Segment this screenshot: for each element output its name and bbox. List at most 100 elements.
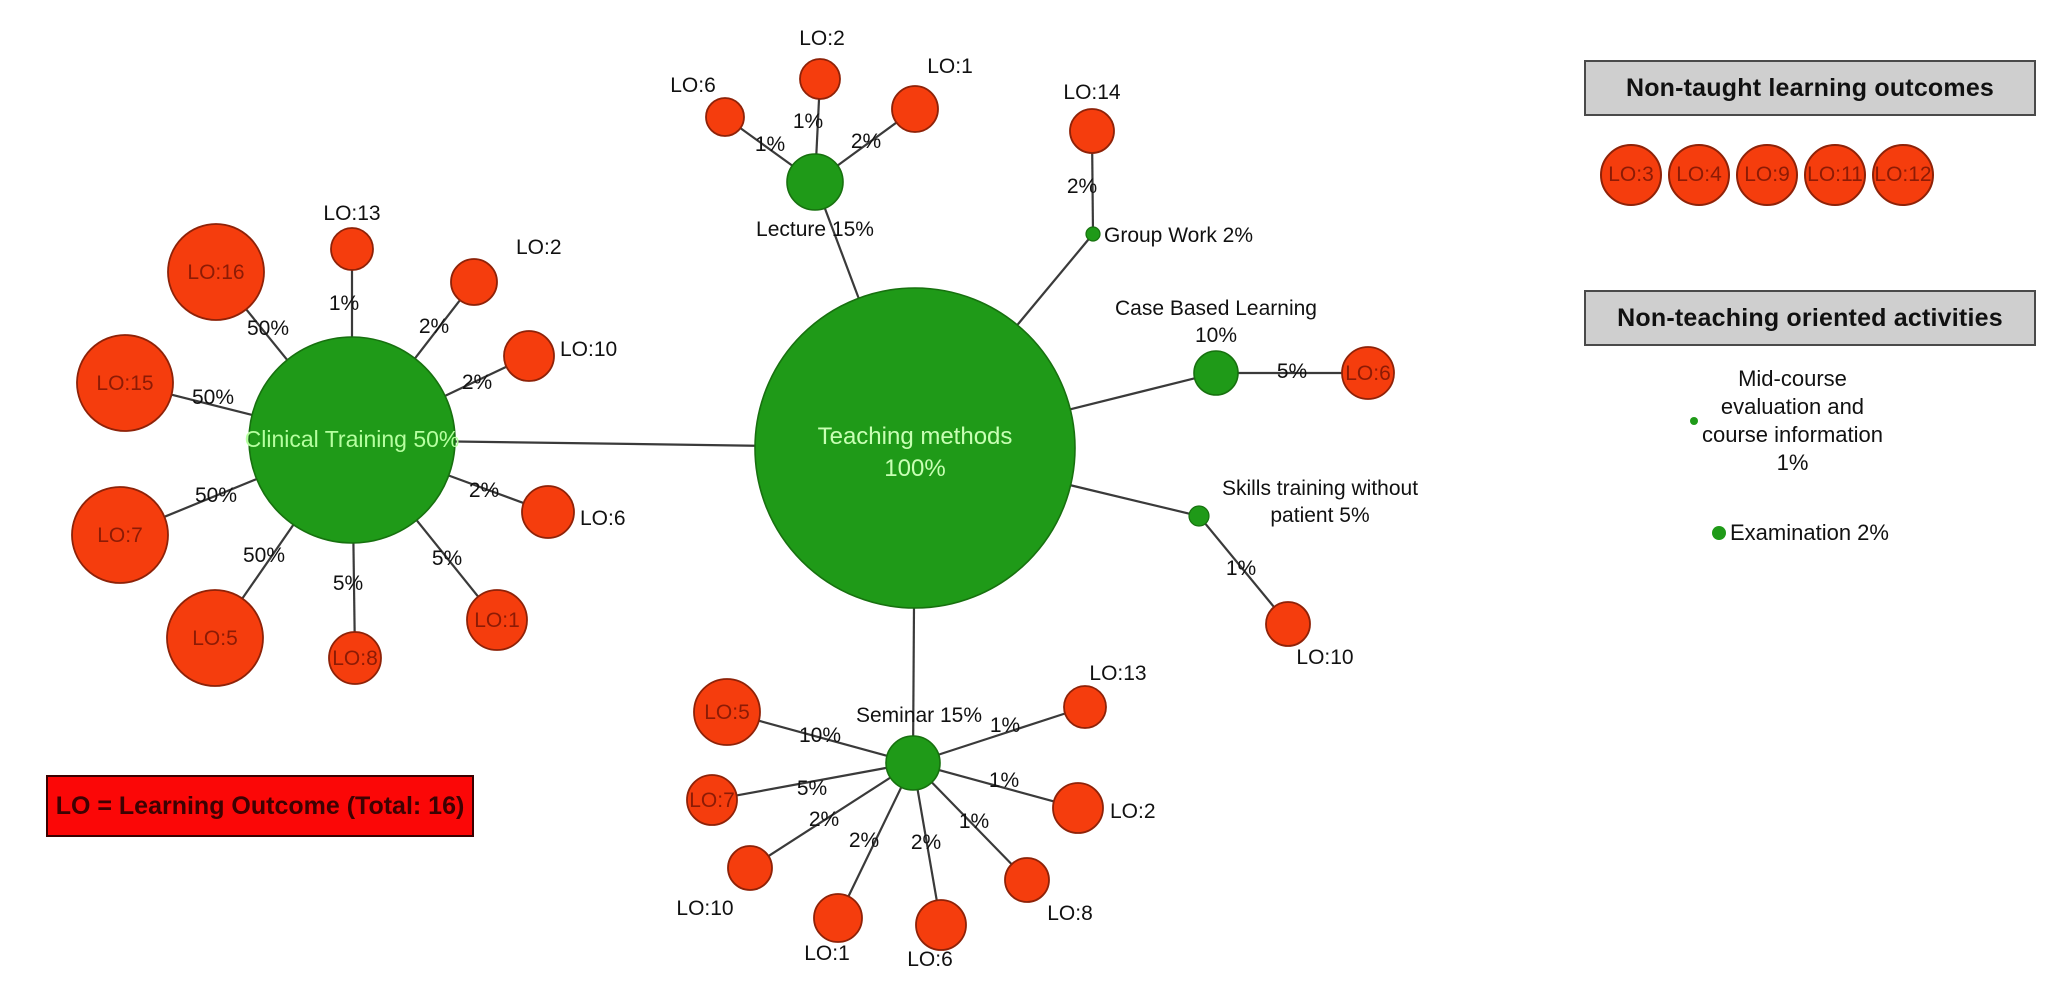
edge-group-work-to-outcome-13 <box>1091 152 1095 228</box>
node-seminar[interactable] <box>885 735 941 791</box>
outcome-label-16: LO:5 <box>704 701 750 724</box>
non-taught-outcome-lo-4[interactable]: LO:4 <box>1668 144 1730 206</box>
edge-percent-15: 1% <box>1226 557 1256 580</box>
node-outcome-lo-13-9[interactable] <box>330 227 374 271</box>
node-outcome-lo-5-3[interactable] <box>166 589 264 687</box>
edge-percent-1: 50% <box>192 386 234 409</box>
activity-item-examination: Examination 2% <box>1712 520 1889 546</box>
node-outcome-lo-10-18[interactable] <box>727 845 773 891</box>
lo-legend-box: LO = Learning Outcome (Total: 16) <box>46 775 474 837</box>
node-outcome-lo-10-15[interactable] <box>1265 601 1311 647</box>
node-label-lecture: Lecture 15% <box>756 218 874 241</box>
outcome-label-12: LO:1 <box>927 55 973 78</box>
non-taught-panel-title: Non-taught learning outcomes <box>1625 73 1995 102</box>
node-outcome-lo-1-19[interactable] <box>813 893 863 943</box>
node-outcome-lo-2-11[interactable] <box>799 58 841 100</box>
edge-teaching-methods-to-skills-training <box>1070 484 1190 515</box>
edge-percent-16: 10% <box>799 724 841 747</box>
edge-percent-22: 1% <box>989 769 1019 792</box>
node-lecture[interactable] <box>786 153 844 211</box>
node-outcome-lo-2-22[interactable] <box>1052 782 1104 834</box>
non-taught-outcome-lo-11[interactable]: LO:11 <box>1804 144 1866 206</box>
edge-percent-11: 1% <box>793 110 823 133</box>
edge-seminar-to-outcome-22 <box>938 769 1055 803</box>
outcome-label-17: LO:7 <box>689 789 735 812</box>
node-teaching-methods[interactable] <box>754 287 1076 609</box>
activity-item-mid-course: Mid-course evaluation and course informati… <box>1690 365 1920 478</box>
node-outcome-lo-8-21[interactable] <box>1004 857 1050 903</box>
node-value-case-based-learning: 10% <box>1195 324 1237 347</box>
labels-layer: Teaching methods 100% Clinical Training 50… <box>96 27 1418 971</box>
non-taught-outcome-lo-12[interactable]: LO:12 <box>1872 144 1934 206</box>
edge-clinical-training-to-outcome-6 <box>448 474 524 505</box>
edge-skills-training-to-outcome-15 <box>1204 523 1275 608</box>
node-case-based-learning[interactable] <box>1193 350 1239 396</box>
edge-seminar-to-outcome-17 <box>736 766 887 797</box>
node-label-seminar: Seminar 15% <box>856 704 982 727</box>
edge-percent-13: 2% <box>1067 175 1097 198</box>
node-outcome-lo-16-0[interactable] <box>167 223 265 321</box>
node-value-teaching-methods: 100% <box>884 455 945 482</box>
outcome-label-11: LO:2 <box>799 27 845 50</box>
node-group-work[interactable] <box>1085 226 1101 242</box>
green-dot-icon <box>1690 417 1698 426</box>
edge-clinical-training-to-outcome-7 <box>444 365 507 397</box>
edge-percent-19: 2% <box>849 829 879 852</box>
edge-percent-4: 5% <box>333 572 363 595</box>
node-label-group-work: Group Work 2% <box>1104 224 1253 247</box>
outcome-label-19: LO:1 <box>804 942 850 965</box>
activity-label-mid-course: Mid-course evaluation and course informati… <box>1702 366 1883 476</box>
outcome-label-22: LO:2 <box>1110 800 1156 823</box>
non-taught-outcome-lo-9[interactable]: LO:9 <box>1736 144 1798 206</box>
lo-legend-text: LO = Learning Outcome (Total: 16) <box>55 791 465 820</box>
edge-seminar-to-outcome-18 <box>767 776 891 858</box>
node-outcome-lo-10-7[interactable] <box>503 330 555 382</box>
node-outcome-lo-7-2[interactable] <box>71 486 169 584</box>
edge-percent-20: 2% <box>911 831 941 854</box>
node-outcome-lo-6-20[interactable] <box>915 899 967 951</box>
node-outcome-lo-14-13[interactable] <box>1069 108 1115 154</box>
node-outcome-lo-8-4[interactable] <box>328 631 382 685</box>
outcome-label-8: LO:2 <box>516 236 562 259</box>
non-taught-outcome-lo-3[interactable]: LO:3 <box>1600 144 1662 206</box>
outcome-label-18: LO:10 <box>676 897 733 920</box>
edge-percent-12: 2% <box>851 130 881 153</box>
outcome-label-14: LO:6 <box>1345 362 1391 385</box>
node-outcome-lo-6-14[interactable] <box>1341 346 1395 400</box>
outcome-label-20: LO:6 <box>907 948 953 971</box>
edge-percent-18: 2% <box>809 808 839 831</box>
edge-clinical-training-to-outcome-3 <box>241 524 295 600</box>
edge-lecture-to-outcome-12 <box>836 121 898 167</box>
node-outcome-lo-7-17[interactable] <box>686 774 738 826</box>
node-outcome-lo-1-5[interactable] <box>466 589 528 651</box>
node-outcome-lo-1-12[interactable] <box>891 85 939 133</box>
edge-percent-21: 1% <box>959 810 989 833</box>
edge-seminar-to-outcome-19 <box>847 786 903 897</box>
edge-seminar-to-outcome-16 <box>758 719 888 757</box>
node-outcome-lo-13-23[interactable] <box>1063 685 1107 729</box>
edge-percent-17: 5% <box>797 777 827 800</box>
edge-lecture-to-outcome-11 <box>815 98 821 155</box>
edge-percent-0: 50% <box>247 317 289 340</box>
edge-percent-9: 1% <box>329 292 359 315</box>
node-skills-training[interactable] <box>1188 505 1210 527</box>
edge-clinical-training-to-outcome-4 <box>352 542 356 633</box>
node-outcome-lo-6-10[interactable] <box>705 97 745 137</box>
edge-percent-23: 1% <box>990 714 1020 737</box>
node-outcome-lo-15-1[interactable] <box>76 334 174 432</box>
node-outcome-lo-5-16[interactable] <box>693 678 761 746</box>
edge-seminar-to-outcome-20 <box>916 789 938 901</box>
outcome-label-1: LO:15 <box>96 372 153 395</box>
node-clinical-training[interactable] <box>248 336 456 544</box>
node-label-case-based-learning: Case Based Learning <box>1115 297 1317 320</box>
edge-clinical-training-to-outcome-2 <box>164 478 258 518</box>
node-outcome-lo-2-8[interactable] <box>450 258 498 306</box>
outcome-label-15: LO:10 <box>1296 646 1353 669</box>
node-outcome-lo-6-6[interactable] <box>521 485 575 539</box>
edge-percent-14: 5% <box>1277 360 1307 383</box>
edge-percent-10: 1% <box>755 133 785 156</box>
nodes-layer <box>71 58 1395 951</box>
outcome-label-0: LO:16 <box>187 261 244 284</box>
